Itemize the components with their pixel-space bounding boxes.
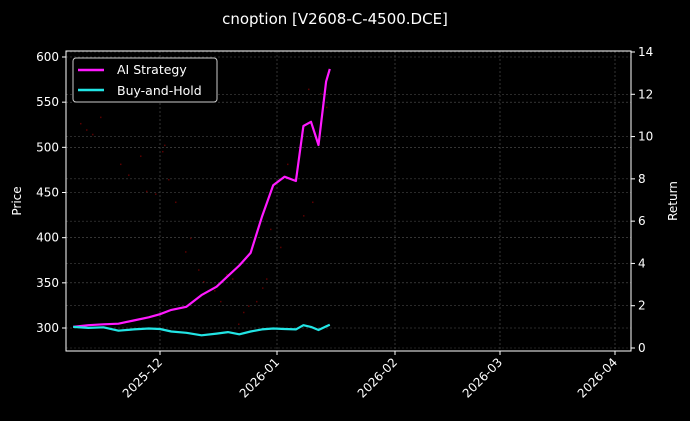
chart-title: cnoption [V2608-C-4500.DCE] (222, 10, 448, 28)
y-axis-label-left: Price (10, 186, 24, 215)
scatter-point (185, 251, 187, 253)
scatter-point (312, 201, 314, 204)
y-tick-label: 500 (36, 140, 59, 154)
scatter-point (214, 290, 216, 292)
scatter-point (326, 106, 328, 109)
scatter-point (100, 116, 102, 119)
y-axis-right: 0 2 4 6 8 10 12 14 (631, 45, 653, 355)
scatter-point (190, 237, 192, 240)
scatter-point (287, 163, 289, 166)
scatter-point (86, 129, 88, 131)
series-line-buy-and-hold (73, 323, 331, 337)
legend-label-ai-strategy: AI Strategy (117, 62, 187, 77)
scatter-point (226, 273, 228, 276)
y-tick-label: 350 (36, 276, 59, 290)
scatter-point (146, 190, 148, 193)
scatter-point (308, 88, 310, 91)
scatter-point (198, 269, 200, 271)
y-tick-label-right: 14 (638, 45, 653, 59)
series-lines (73, 68, 331, 337)
y-tick-label: 450 (36, 186, 59, 200)
scatter-point (270, 228, 272, 231)
y-tick-label: 400 (36, 231, 59, 245)
legend-label-buy-and-hold: Buy-and-Hold (117, 83, 202, 98)
scatter-point (92, 133, 94, 136)
y-axis-left: 300 350 400 450 500 550 600 (36, 50, 66, 335)
y-tick-label-right: 4 (638, 256, 646, 270)
scatter-point (232, 278, 234, 280)
y-tick-label: 550 (36, 95, 59, 109)
scatter-point (303, 215, 305, 217)
y-tick-label-right: 0 (638, 341, 646, 355)
scatter-point (320, 93, 322, 95)
scatter-point (243, 311, 245, 314)
scatter-point (203, 281, 205, 283)
scatter-point (256, 300, 258, 303)
y-tick-label-right: 10 (638, 130, 653, 144)
scatter-point (80, 122, 82, 125)
legend-box (72, 57, 218, 103)
scatter-point (280, 246, 282, 249)
scatter-point (175, 201, 177, 204)
scatter-point (262, 287, 264, 289)
scatter-point (162, 150, 164, 153)
scatter-point (155, 193, 157, 195)
legend: AI Strategy Buy-and-Hold (72, 57, 218, 103)
y-tick-label-right: 12 (638, 87, 653, 101)
scatter-point (248, 305, 250, 307)
scatter-point (164, 144, 166, 147)
scatter-point (120, 163, 122, 166)
y-axis-label-right: Return (666, 181, 680, 221)
scatter-point (220, 300, 222, 303)
plot-frame (65, 50, 632, 352)
y-tick-label: 300 (36, 321, 59, 335)
y-tick-label: 600 (36, 50, 59, 64)
scatter-point (128, 174, 130, 176)
y-tick-label-right: 6 (638, 214, 646, 228)
series-line-ai-strategy (73, 68, 331, 328)
scatter-point (168, 178, 170, 181)
y-tick-label-right: 8 (638, 172, 646, 186)
y-tick-label-right: 2 (638, 299, 646, 313)
scatter-point (140, 155, 142, 157)
scatter-point (266, 278, 268, 280)
scatter-point (238, 323, 240, 325)
